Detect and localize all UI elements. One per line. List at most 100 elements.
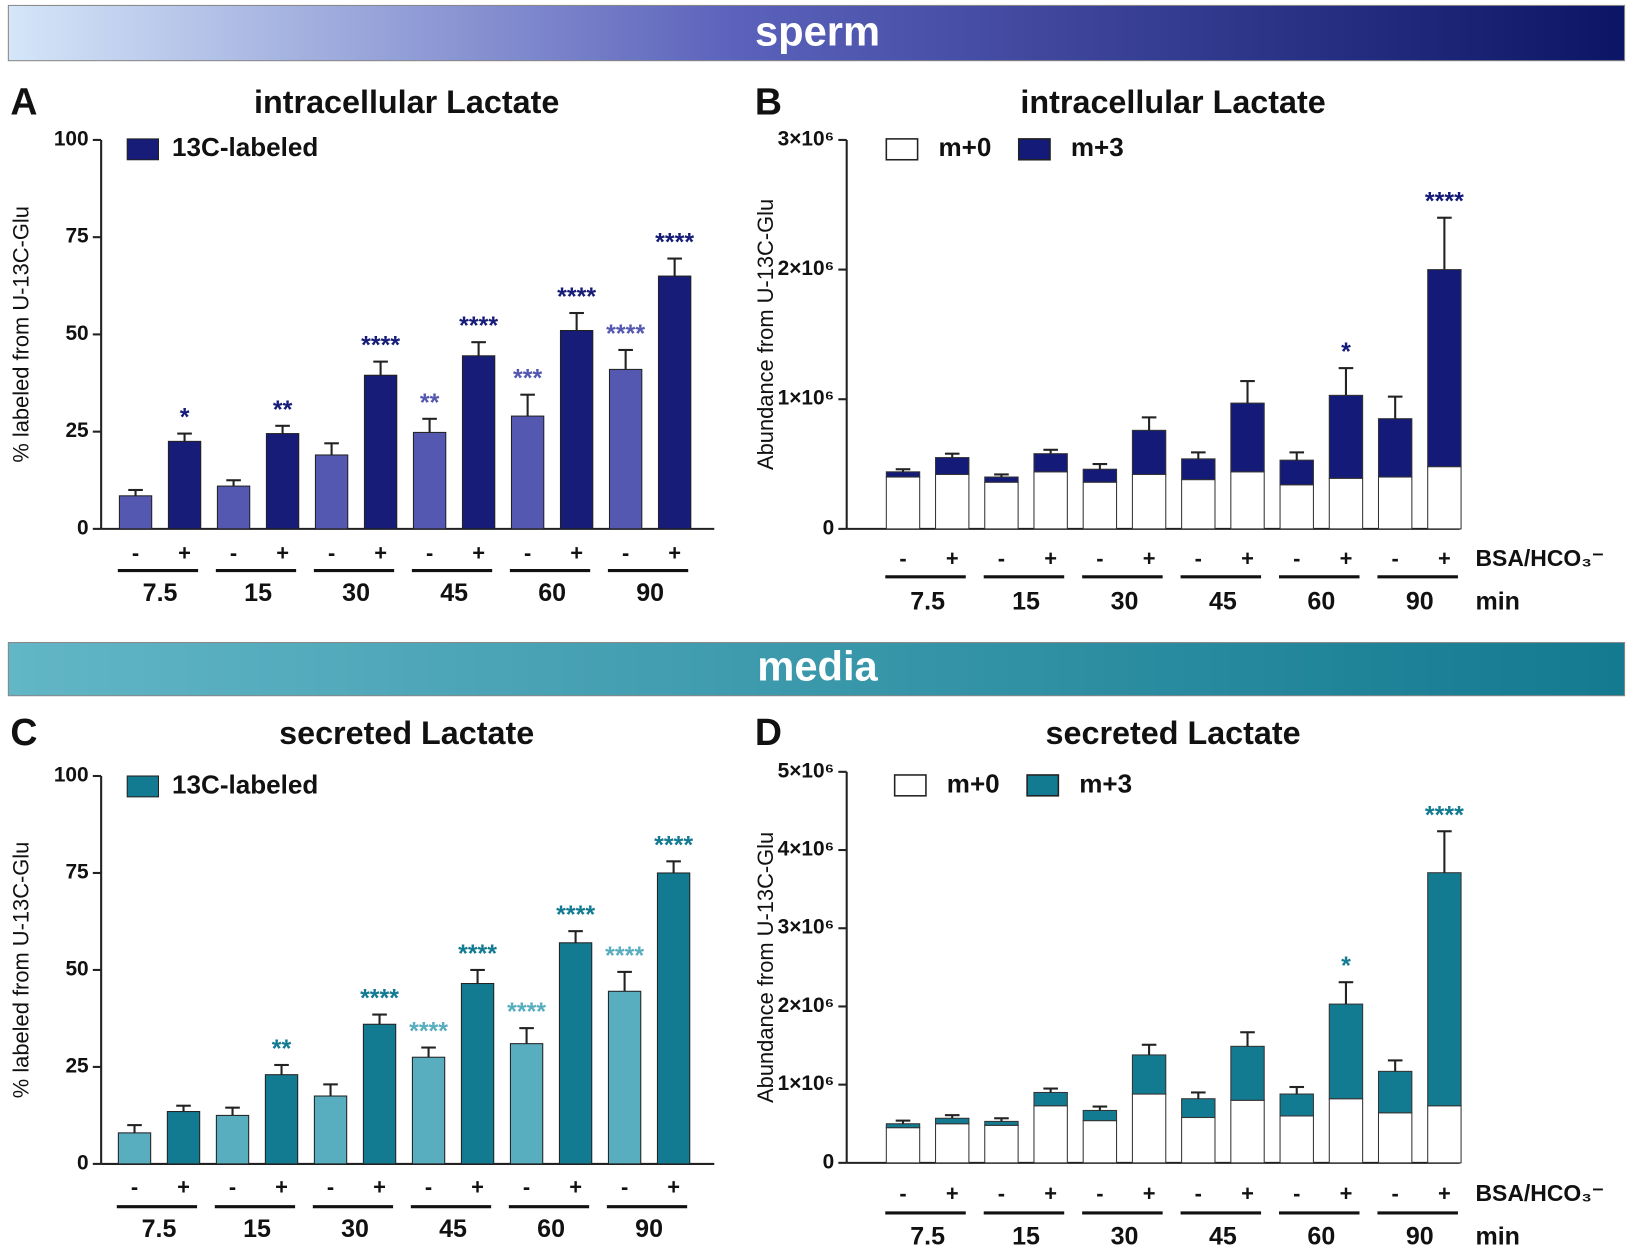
y-tick-label: 5×10⁶ bbox=[778, 759, 835, 782]
group-label: 90 bbox=[635, 1215, 663, 1243]
significance-label: **** bbox=[507, 998, 546, 1026]
x-tick-label: + bbox=[373, 1175, 386, 1200]
legend-swatch bbox=[893, 774, 927, 797]
panel-label: D bbox=[755, 711, 782, 753]
x-tick-label: - bbox=[998, 546, 1005, 571]
bar-segment bbox=[1230, 402, 1265, 473]
x-tick-label: - bbox=[1096, 546, 1103, 571]
bar-segment bbox=[1377, 418, 1413, 478]
x-tick-label: - bbox=[1195, 1181, 1202, 1206]
x-tick-label: - bbox=[899, 546, 906, 571]
x-tick-label: - bbox=[998, 1181, 1005, 1206]
banner-title: media bbox=[757, 643, 878, 690]
bar-segment bbox=[1230, 1045, 1265, 1101]
bar-segment bbox=[1181, 479, 1216, 530]
bar bbox=[460, 983, 495, 1165]
x-tick-label: + bbox=[1241, 546, 1254, 571]
bar-segment bbox=[1427, 466, 1462, 530]
bar bbox=[608, 368, 643, 530]
y-tick-label: 100 bbox=[54, 764, 89, 787]
significance-label: **** bbox=[655, 229, 694, 257]
bar bbox=[363, 374, 398, 530]
significance-label: * bbox=[1341, 338, 1351, 366]
significance-label: *** bbox=[513, 365, 542, 393]
bar-segment bbox=[1328, 1098, 1364, 1164]
bar-segment bbox=[1427, 872, 1462, 1107]
legend-label: m+0 bbox=[938, 132, 991, 162]
bar bbox=[313, 1095, 348, 1165]
bar bbox=[314, 454, 349, 530]
bar-segment bbox=[984, 476, 1019, 483]
group-label: 30 bbox=[341, 1215, 369, 1243]
significance-label: **** bbox=[1425, 188, 1464, 216]
x-tick-label: - bbox=[1392, 546, 1399, 571]
bar-segment bbox=[935, 1123, 970, 1164]
x-tick-label: + bbox=[275, 1175, 288, 1200]
significance-label: **** bbox=[556, 901, 595, 929]
x-tick-label: + bbox=[946, 546, 959, 571]
y-tick-label: 0 bbox=[77, 516, 89, 539]
y-axis-label: % labeled from U-13C-Glu bbox=[9, 842, 34, 1099]
bar bbox=[216, 485, 251, 530]
x-tick-label: - bbox=[622, 541, 629, 566]
bar-segment bbox=[935, 457, 970, 475]
x-tick-label: - bbox=[524, 541, 531, 566]
bar-segment bbox=[1082, 468, 1118, 483]
legend-label: 13C-labeled bbox=[172, 132, 318, 162]
y-tick-label: 1×10⁶ bbox=[778, 387, 835, 410]
x-tick-label: + bbox=[1340, 546, 1353, 571]
bar bbox=[657, 275, 692, 530]
significance-label: ** bbox=[273, 396, 293, 424]
group-label: 15 bbox=[1012, 1223, 1040, 1251]
bar-segment bbox=[1082, 481, 1118, 530]
y-tick-label: 100 bbox=[54, 127, 89, 150]
x-tick-label: - bbox=[131, 1175, 138, 1200]
significance-label: **** bbox=[361, 332, 400, 360]
group-label: 30 bbox=[1111, 588, 1139, 616]
x-tick-label: - bbox=[328, 541, 335, 566]
x-tick-label: - bbox=[230, 541, 237, 566]
x-axis-label: BSA/HCO₃⁻ bbox=[1475, 545, 1604, 571]
chart-title: intracellular Lactate bbox=[254, 84, 559, 120]
bar bbox=[117, 1132, 152, 1165]
chart-title: secreted Lactate bbox=[279, 715, 534, 751]
bar-segment bbox=[935, 1117, 970, 1125]
bar-segment bbox=[885, 476, 921, 530]
banner bbox=[7, 642, 1626, 697]
significance-label: **** bbox=[1425, 801, 1464, 829]
group-label: 15 bbox=[243, 1215, 271, 1243]
bar-segment bbox=[1427, 1105, 1462, 1164]
bar-segment bbox=[1279, 1115, 1314, 1164]
x-tick-label: - bbox=[229, 1175, 236, 1200]
bar-segment bbox=[984, 481, 1019, 530]
group-label: 45 bbox=[1209, 1223, 1237, 1251]
group-label: 90 bbox=[1406, 588, 1434, 616]
bar-segment bbox=[1131, 473, 1167, 530]
bar-segment bbox=[885, 1127, 921, 1164]
bar bbox=[362, 1023, 397, 1165]
y-tick-label: 4×10⁶ bbox=[778, 838, 835, 861]
significance-label: **** bbox=[459, 312, 498, 340]
bar-segment bbox=[1230, 1099, 1265, 1164]
y-tick-label: 1×10⁶ bbox=[778, 1072, 835, 1095]
x-tick-label: - bbox=[426, 541, 433, 566]
legend-swatch bbox=[126, 138, 160, 161]
y-axis-label: Abundance from U-13C-Glu bbox=[753, 199, 778, 470]
bar-segment bbox=[1377, 1112, 1413, 1164]
chart-title: secreted Lactate bbox=[1046, 715, 1301, 751]
panel-label: A bbox=[10, 80, 37, 122]
significance-label: **** bbox=[458, 940, 497, 968]
x-tick-label: + bbox=[1438, 546, 1451, 571]
bar-segment bbox=[1033, 1105, 1068, 1164]
group-label: 7.5 bbox=[143, 579, 178, 607]
group-label: 60 bbox=[538, 579, 566, 607]
x-axis-label: BSA/HCO₃⁻ bbox=[1475, 1180, 1604, 1206]
bar-segment bbox=[1328, 394, 1364, 479]
bar-segment bbox=[1279, 1093, 1314, 1117]
significance-label: ** bbox=[272, 1035, 292, 1063]
bar bbox=[509, 1043, 544, 1165]
x-tick-label: + bbox=[472, 541, 485, 566]
bar-segment bbox=[1279, 459, 1314, 486]
bar bbox=[215, 1114, 250, 1165]
bar bbox=[265, 433, 300, 530]
